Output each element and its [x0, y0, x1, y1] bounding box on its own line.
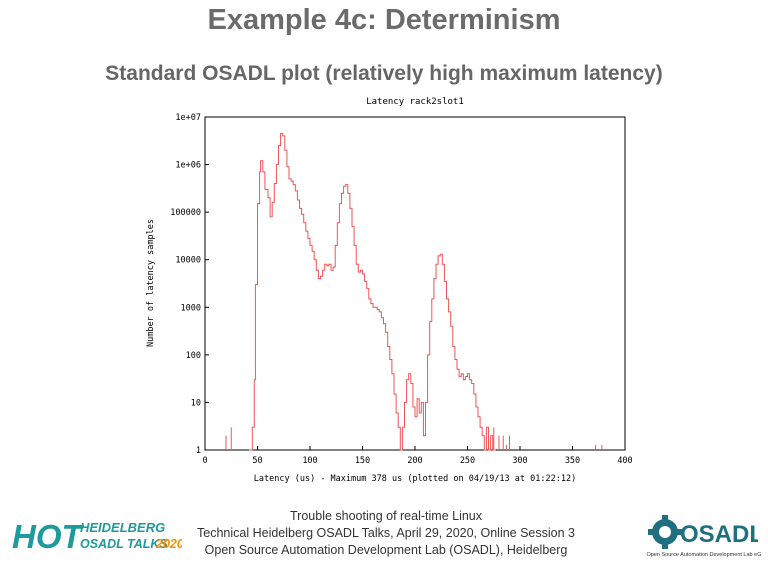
plot-frame [204, 116, 626, 451]
y-tick-label: 1 [196, 446, 201, 456]
x-tick-label: 150 [355, 456, 370, 466]
x-tick-label: 300 [512, 456, 527, 466]
osadl-tagline: Open Source Automation Development Lab e… [646, 552, 762, 558]
year-text: 2020 [155, 537, 182, 551]
series-layer [225, 133, 603, 451]
x-axis-label: Latency (us) - Maximum 378 us (plotted o… [254, 474, 576, 484]
hot-logo: HOT HEIDELBERG OSADL TALKS 2020 [12, 514, 184, 558]
y-tick-label: 100000 [170, 208, 201, 218]
osadl-logo-text: OSADL [680, 521, 758, 548]
x-tick-label: 0 [202, 456, 207, 466]
y-tick-label: 1e+07 [175, 113, 201, 123]
y-tick-label: 10 [191, 398, 201, 408]
x-tick-label: 50 [252, 456, 262, 466]
slide-title: Example 4c: Determinism [207, 4, 561, 36]
gear-icon [648, 515, 682, 549]
osadl-logo: OSADL [648, 512, 764, 562]
y-axis: 1 10 100 1000 10000 100000 1e+06 1e+07 [170, 113, 209, 456]
footer: Trouble shooting of real-time Linux Tech… [196, 508, 576, 559]
y-tick-label: 100 [186, 351, 201, 361]
hot-text: HOT [12, 518, 85, 555]
heidelberg-text: HEIDELBERG [80, 520, 165, 535]
latency-histogram-line [249, 133, 496, 451]
x-tick-label: 250 [460, 456, 475, 466]
osadl-talks-text: OSADL TALKS [80, 537, 168, 551]
x-tick-label: 400 [617, 456, 632, 466]
slide-subtitle: Standard OSADL plot (relatively high max… [105, 62, 663, 85]
y-axis-label: Number of latency samples [146, 219, 156, 347]
footer-line-2: Technical Heidelberg OSADL Talks, April … [197, 526, 575, 540]
x-axis: 0 50 100 150 200 250 300 350 400 [202, 446, 633, 466]
footer-line-1: Trouble shooting of real-time Linux [290, 509, 482, 523]
x-tick-label: 200 [407, 456, 422, 466]
x-tick-label: 350 [565, 456, 580, 466]
chart-title: Latency rack2slot1 [366, 97, 464, 107]
y-tick-label: 1000 [181, 303, 201, 313]
y-tick-label: 1e+06 [175, 161, 201, 171]
x-tick-label: 100 [302, 456, 317, 466]
latency-plot: Latency rack2slot1 0 50 100 150 200 250 300 350… [146, 97, 633, 484]
y-tick-label: 10000 [175, 256, 201, 266]
footer-line-3: Open Source Automation Development Lab (… [204, 543, 568, 557]
